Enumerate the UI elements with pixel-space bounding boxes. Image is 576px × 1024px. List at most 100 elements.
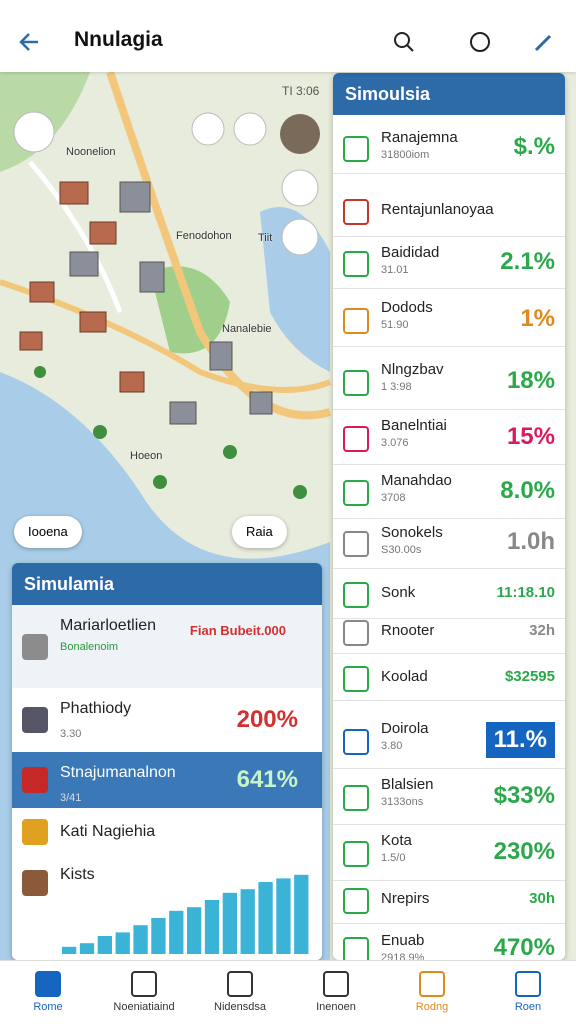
item-value: 8.0%	[500, 477, 555, 504]
item-sub: 31800iom	[381, 149, 430, 161]
nav-label: Noeniatiaind	[113, 1001, 175, 1013]
item-name: Banelntiai	[381, 417, 447, 434]
list-item[interactable]: Doirola 3.80 11.%	[333, 712, 565, 769]
bar	[258, 882, 273, 954]
item-sub: 3133ons	[381, 796, 424, 808]
bottom-nav: Rome Noeniatiaind Nidensdsa Inenoen Rodng Roe…	[0, 960, 576, 1024]
bar	[62, 946, 77, 954]
edit-button[interactable]	[532, 30, 556, 54]
item-value: 1.0h	[506, 528, 555, 555]
item-value: 230%	[493, 838, 555, 865]
list-item[interactable]: Blalsien 3133ons $33%	[333, 768, 565, 825]
back-button[interactable]	[16, 28, 44, 56]
item-value: 11:18.10	[496, 584, 555, 601]
item-name: Baididad	[381, 244, 440, 261]
item-icon	[343, 582, 369, 608]
item-name: Sonokels	[381, 524, 443, 541]
item-sub: Bonalenoim	[60, 641, 119, 653]
list-item[interactable]: Kists	[12, 856, 322, 960]
item-value: 15%	[506, 422, 555, 450]
item-icon	[343, 841, 369, 867]
bar	[79, 943, 95, 954]
list-item[interactable]: Sonk 11:18.10	[333, 568, 565, 619]
list-item[interactable]: Sonokels S30.00s 1.0h	[333, 516, 565, 569]
list-item[interactable]: Nlngzbav 1 3:98 18%	[333, 353, 565, 410]
item-icon	[343, 307, 369, 334]
list-item[interactable]: Kati Nagiehia	[12, 808, 322, 857]
item-icon	[343, 785, 369, 811]
item-icon	[343, 729, 369, 755]
item-name: Stnajumanalnon	[60, 764, 176, 781]
map-status: TI 3:06	[282, 84, 320, 98]
item-sub: 3.30	[60, 728, 82, 740]
nav-icon	[419, 971, 445, 997]
search-button[interactable]	[392, 30, 416, 54]
list-item[interactable]: Stnajumanalnon 3/41 641%	[12, 752, 322, 809]
left-panel: Simulamia Mariarloetlien Bonalenoim Fian B…	[12, 563, 322, 960]
item-name: Mariarloetlien	[60, 617, 157, 634]
item-value: 30h	[529, 890, 555, 907]
panel-title: Simulamia	[12, 563, 322, 605]
map-label: Noonelion	[66, 146, 116, 158]
item-icon	[343, 370, 369, 396]
item-sub: 1 3:98	[381, 381, 412, 393]
list-item[interactable]: Ranajemna 31800iom $.%	[333, 121, 565, 174]
map-label: Fenodohon	[176, 230, 232, 242]
item-sub: 3/41	[60, 792, 82, 804]
bar	[169, 910, 184, 954]
bar	[115, 932, 130, 954]
nav-label: Rodng	[415, 1001, 449, 1013]
item-name: Dodods	[381, 299, 433, 316]
bar	[133, 925, 148, 954]
list-item[interactable]: Enuab 2918.9% 470%	[333, 924, 565, 960]
item-value: $.%	[513, 133, 555, 160]
item-icon	[22, 707, 48, 733]
item-icon	[22, 870, 48, 896]
list-item[interactable]: Baididad 31.01 2.1%	[333, 236, 565, 289]
list-item[interactable]: Rentajunlanoyaa	[333, 184, 565, 237]
map-chip[interactable]: Iooena	[14, 516, 82, 548]
list-item[interactable]: Nrepirs 30h	[333, 875, 565, 924]
item-sub: 31.01	[381, 264, 409, 276]
list-item[interactable]: Phathiody 3.30 200%	[12, 688, 322, 753]
list-item[interactable]: Kota 1.5/0 230%	[333, 824, 565, 881]
bar	[151, 918, 166, 954]
list-item[interactable]: Banelntiai 3.076 15%	[333, 409, 565, 465]
item-icon	[343, 251, 369, 277]
map-label: Hoeon	[130, 450, 163, 462]
nav-item[interactable]: Noeniatiaind	[96, 961, 192, 1024]
item-value: 641%	[236, 766, 298, 793]
item-icon	[343, 199, 369, 225]
nav-item[interactable]: Inenoen	[288, 961, 384, 1024]
nav-item[interactable]: Rodng	[384, 961, 480, 1024]
item-name: Phathiody	[60, 700, 132, 717]
nav-item[interactable]: Rome	[0, 961, 96, 1024]
list-item[interactable]: Dodods 51.90 1%	[333, 291, 565, 347]
bar	[240, 889, 255, 954]
list-item[interactable]: Mariarloetlien Bonalenoim Fian Bubeit.000	[12, 605, 322, 689]
item-name: Enuab	[381, 932, 425, 949]
item-value: 470%	[493, 934, 555, 960]
item-icon	[343, 666, 369, 692]
bar-chart	[62, 874, 309, 954]
chat-button[interactable]	[468, 30, 492, 54]
item-value: 200%	[236, 706, 298, 733]
nav-item[interactable]: Nidensdsa	[192, 961, 288, 1024]
item-icon	[22, 767, 48, 793]
item-icon	[22, 819, 48, 845]
item-sub: 3.80	[381, 740, 403, 752]
nav-label: Rome	[33, 1001, 63, 1013]
list-item[interactable]: Manahdao 3708 8.0%	[333, 464, 565, 519]
item-value: $32595	[504, 668, 555, 685]
nav-label: Roen	[514, 1001, 542, 1013]
list-item[interactable]: Rnooter 32h	[333, 609, 565, 654]
list-item[interactable]: Koolad $32595	[333, 654, 565, 701]
item-value: 2.1%	[500, 248, 555, 275]
map-chip[interactable]: Raia	[232, 516, 287, 548]
nav-item[interactable]: Roen	[480, 961, 576, 1024]
map-label: Nanalebie	[222, 323, 272, 335]
bar	[294, 874, 309, 954]
item-value: Fian Bubeit.000	[189, 623, 286, 638]
nav-icon	[323, 971, 349, 997]
nav-label: Nidensdsa	[214, 1001, 266, 1013]
